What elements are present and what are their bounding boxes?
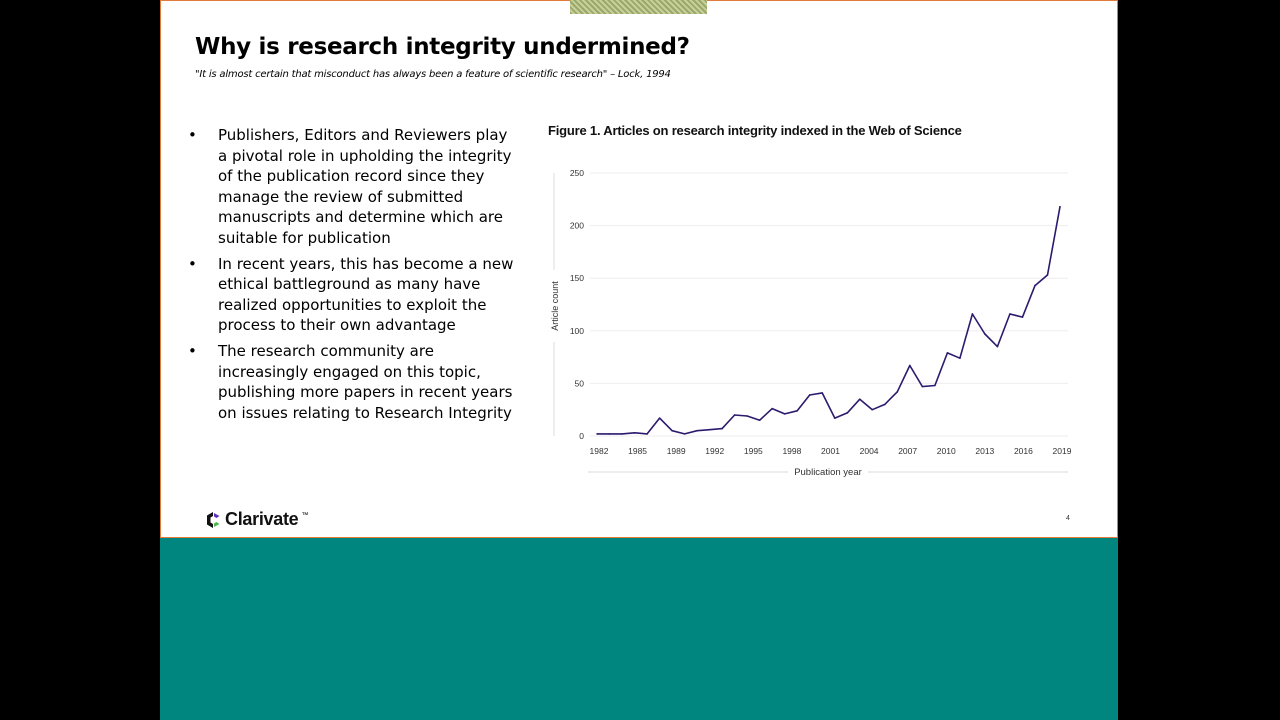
data-point-2014 [996,345,999,348]
data-point-1987 [658,417,661,419]
data-point-2012 [971,313,974,315]
bullet-item: • In recent years, this has become a new … [188,254,518,336]
x-tick-label: 1989 [667,446,686,456]
trademark: ™ [301,512,309,519]
bullet-icon: • [188,341,197,360]
data-point-2017 [1034,284,1036,287]
data-point-1991 [708,428,711,431]
x-tick-label: 1998 [782,446,801,456]
x-tick-label: 2016 [1014,446,1033,456]
series-article-count [596,205,1061,435]
data-point-2000 [821,392,824,394]
y-tick-label: 200 [570,221,584,231]
data-point-1992 [721,427,723,430]
page-number: 4 [1066,515,1070,522]
bullet-text: The research community are increasingly … [218,341,513,422]
data-point-2015 [1009,313,1011,315]
y-axis-title: Article count [550,281,560,331]
slide-tab-decoration [570,0,707,14]
data-point-2019 [1059,205,1061,208]
data-point-1988 [671,429,673,432]
x-tick-label: 2007 [898,446,917,456]
data-point-2006 [896,391,899,393]
data-point-1984 [621,433,623,435]
bullet-item: • Publishers, Editors and Reviewers play … [188,125,518,249]
y-tick-label: 250 [570,168,584,178]
data-point-1983 [608,433,611,435]
x-tick-label: 2013 [975,446,994,456]
y-tick-label: 0 [579,431,584,441]
data-point-1999 [808,394,811,396]
data-point-1990 [696,429,698,432]
x-tick-label: 1992 [705,446,724,456]
y-tick-label: 100 [570,326,584,336]
bullet-text: Publishers, Editors and Reviewers play a… [218,126,512,247]
figure-title: Figure 1. Articles on research integrity… [548,123,962,138]
x-axis-title: Publication year [794,467,862,478]
data-point-2005 [884,403,886,406]
y-tick-label: 150 [570,273,584,283]
bullet-text: In recent years, this has become a new e… [218,254,514,335]
data-point-2001 [833,417,836,419]
data-point-2018 [1046,274,1049,276]
data-point-2009 [934,384,936,387]
x-tick-label: 2019 [1053,446,1072,456]
x-tick-labels: 1982 1985 1989 1992 1995 1998 2001 2004 2007 2010… [590,446,1072,456]
line-chart: 0 50 100 150 200 250 1982 1985 1989 1992 1995 1998… [550,168,1072,478]
gridlines [590,172,1068,437]
clarivate-logo-text: Clarivate [225,509,299,529]
bullet-icon: • [188,126,197,144]
x-tick-label: 2001 [821,446,840,456]
data-point-1993 [733,414,736,416]
data-point-2010 [946,352,949,354]
data-point-1989 [683,433,686,435]
bullet-list: • Publishers, Editors and Reviewers play … [188,125,518,428]
data-point-1985 [633,432,636,434]
data-point-2003 [858,398,861,400]
slide-title: Why is research integrity undermined? [195,34,690,60]
data-point-1982 [596,433,598,435]
y-tick-label: 50 [575,378,585,388]
x-tick-label: 1995 [744,446,763,456]
data-point-2016 [1021,316,1024,318]
data-point-1997 [783,413,786,415]
bullet-icon: • [188,254,197,273]
data-point-2007 [909,364,911,367]
slide [160,0,1118,538]
data-point-2013 [984,333,986,335]
series-line [597,206,1061,435]
data-point-2002 [846,412,849,414]
clarivate-logo-icon [207,511,220,528]
slide-quote: "It is almost certain that misconduct ha… [195,69,671,80]
data-point-2011 [959,357,961,359]
data-point-2008 [921,385,924,388]
data-point-1998 [796,409,799,412]
data-point-1995 [758,419,761,422]
y-tick-labels: 0 50 100 150 200 250 [570,168,584,441]
teal-band [160,538,1118,720]
x-tick-label: 2010 [937,446,956,456]
x-tick-label: 1985 [628,446,647,456]
data-point-1994 [746,415,748,417]
x-tick-label: 1982 [590,446,609,456]
bullet-item: • The research community are increasingly… [188,341,518,423]
data-point-1996 [771,407,773,410]
data-point-1986 [646,433,648,435]
x-tick-label: 2004 [860,446,879,456]
data-point-2004 [871,408,874,411]
clarivate-logo: Clarivate ™ [204,509,308,530]
